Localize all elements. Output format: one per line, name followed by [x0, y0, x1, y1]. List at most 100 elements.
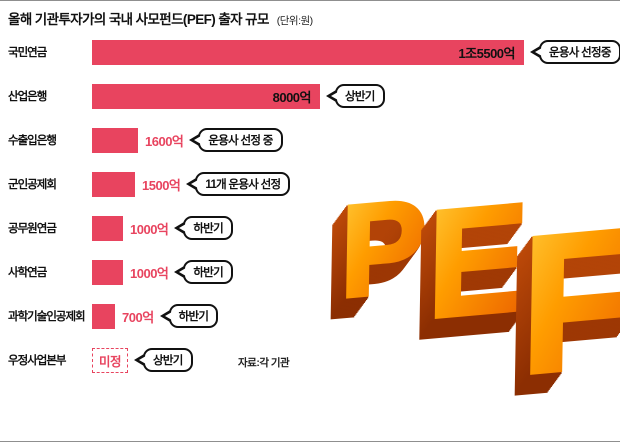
pef-letter-extrude: E: [416, 184, 520, 363]
callout-bubble: 11개 운용사 선정: [186, 172, 291, 196]
bar: [92, 215, 123, 241]
pef-letter-extrude: E: [423, 176, 527, 355]
pef-letter-face: P: [339, 171, 428, 325]
pef-letter-extrude: F: [513, 194, 620, 423]
bar-value-label: 1000억: [130, 221, 169, 237]
unit-label: (단위:원): [276, 15, 313, 27]
pef-letter-extrude: F: [517, 188, 620, 417]
source-label: 자료:각 기관: [238, 357, 290, 369]
bar-zone: 8000억 상반기: [92, 83, 618, 109]
callout-bubble: 운용사 선정 중: [189, 128, 283, 152]
title-bar: 올해 기관투자가의 국내 사모펀드(PEF) 출자 규모 (단위:원): [8, 8, 313, 28]
pef-letter-extrude: E: [413, 189, 517, 368]
pef-letter-extrude: E: [415, 186, 519, 365]
pef-letter-extrude: E: [422, 177, 526, 356]
bar-zone: 1000억 하반기: [92, 215, 618, 241]
chart-row: 우정사업본부 미정 상반기: [8, 338, 618, 382]
pef-letter-extrude: E: [424, 174, 528, 353]
bar: 8000억: [92, 83, 320, 109]
callout-label: 11개 운용사 선정: [205, 179, 281, 191]
pef-letter-extrude: F: [512, 196, 620, 425]
bar-value-label: 1500억: [142, 177, 181, 193]
bar-value-label: 미정: [98, 354, 122, 369]
pef-letter-extrude: F: [511, 197, 620, 426]
bar-value-label: 700억: [122, 309, 154, 325]
chart-row: 국민연금 1조5500억 운용사 선정중: [8, 30, 620, 74]
pef-letter-extrude: F: [507, 203, 620, 432]
pef-letter-extrude: P: [329, 184, 418, 338]
pef-letter-extrude: P: [328, 189, 415, 343]
pef-letters-group: PPPPPPPPPPPPPPPEEEEEEEEEEEEEEEFFFFFFFFFF…: [322, 169, 620, 438]
category-label: 과학기술인공제회: [8, 311, 86, 323]
category-label: 국민연금: [8, 47, 47, 59]
pef-letter-extrude: P: [338, 173, 427, 327]
pef-letter-extrude: P: [330, 183, 419, 337]
category-label: 우정사업본부: [8, 355, 66, 367]
pef-3d-svg: PPPPPPPPPPPPPPPEEEEEEEEEEEEEEEFFFFFFFFFF…: [322, 169, 620, 438]
callout-label: 하반기: [193, 267, 224, 279]
chart-row: 과학기술인공제회 700억 하반기: [8, 294, 618, 338]
pef-letter-extrude: F: [510, 199, 620, 428]
pef-letter-extrude: P: [328, 186, 417, 340]
bar-value-label: 1000억: [130, 265, 169, 281]
callout-label: 운용사 선정중: [549, 47, 611, 59]
pef-letter-extrude: E: [411, 192, 515, 371]
category-label: 산업은행: [8, 91, 47, 103]
pef-letter-extrude: E: [414, 187, 518, 366]
pef-letter-extrude: P: [335, 177, 424, 331]
callout-label: 운용사 선정 중: [208, 135, 273, 147]
pef-letter-extrude: F: [505, 206, 620, 435]
bar-value-label: 1600억: [145, 133, 184, 149]
pef-letter-extrude: P: [334, 179, 423, 333]
pef-letter-extrude: F: [506, 204, 620, 433]
pef-letter-face: E: [426, 171, 530, 350]
callout-bubble: 하반기: [174, 260, 234, 284]
callout-bubble: 상반기: [134, 348, 193, 372]
pef-letter-extrude: F: [515, 191, 620, 420]
callout-bubble: 운용사 선정중: [530, 40, 620, 64]
pef-letter-extrude: F: [514, 193, 620, 422]
chart-row: 군인공제회 1500억 11개 운용사 선정: [8, 162, 618, 206]
pef-letter-extrude: P: [328, 192, 413, 346]
category-label: 군인공제회: [8, 179, 57, 191]
pef-letter-extrude: F: [516, 190, 620, 419]
bar: [92, 259, 123, 285]
bar: [92, 171, 135, 197]
pef-letter-extrude: P: [336, 176, 425, 330]
pef-letter-extrude: E: [412, 190, 516, 369]
callout-label: 상반기: [345, 91, 375, 103]
chart-row: 산업은행 8000억 상반기: [8, 74, 618, 118]
callout-label: 하반기: [178, 311, 209, 323]
pef-letter-extrude: E: [421, 179, 525, 358]
bar-zone: 1600억 운용사 선정 중: [92, 127, 618, 153]
bar-zone: 1000억 하반기: [92, 259, 618, 285]
pef-letter-extrude: E: [419, 182, 523, 361]
pef-letter-extrude: F: [503, 207, 620, 436]
bar-value-label: 1조5500억: [458, 45, 515, 61]
bar-zone: 미정 상반기: [92, 347, 618, 373]
pef-letter-extrude: P: [333, 180, 422, 334]
pef-letter-extrude: P: [337, 174, 426, 328]
callout-bubble: 상반기: [326, 84, 385, 108]
callout-label: 상반기: [153, 355, 183, 367]
chart-row: 수출입은행 1600억 운용사 선정 중: [8, 118, 618, 162]
bar: 미정: [92, 347, 128, 373]
callout-bubble: 하반기: [174, 216, 234, 240]
callout-bubble: 하반기: [159, 304, 219, 328]
pef-letter-extrude: P: [328, 187, 416, 341]
bar-zone: 1500억 11개 운용사 선정: [92, 171, 618, 197]
callout-label: 하반기: [193, 223, 224, 235]
pef-letter-extrude: F: [508, 201, 620, 430]
bar: [92, 127, 138, 153]
chart-rows: 국민연금 1조5500억 운용사 선정중 산업은행 8000억 상반기 수출입은…: [8, 30, 620, 382]
pef-letter-extrude: E: [425, 173, 529, 352]
category-label: 사학연금: [8, 267, 47, 279]
pef-letter-extrude: P: [332, 181, 421, 335]
category-label: 수출입은행: [8, 135, 57, 147]
bar-zone: 700억 하반기: [92, 303, 618, 329]
pef-letter-extrude: P: [328, 190, 414, 344]
chart-row: 사학연금 1000억 하반기: [8, 250, 618, 294]
bar-value-label: 8000억: [272, 89, 312, 105]
